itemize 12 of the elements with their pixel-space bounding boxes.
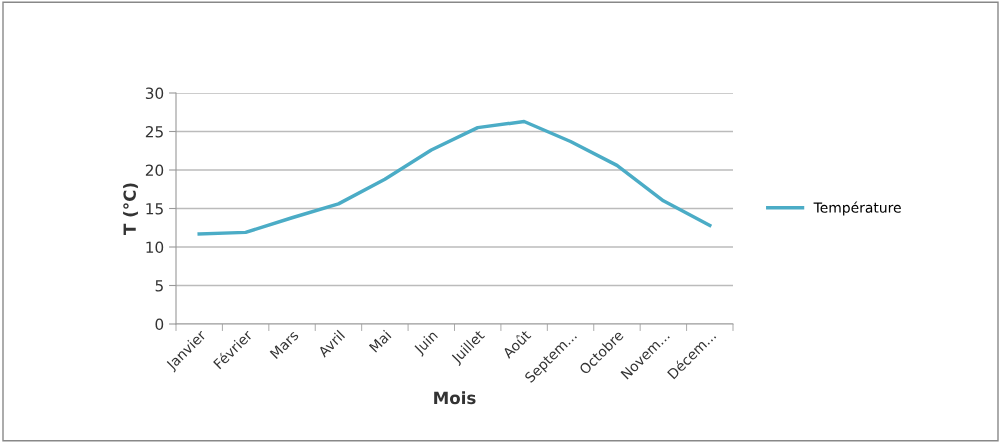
y-tick-label: 30 (145, 87, 164, 100)
y-tick-label: 5 (155, 280, 163, 292)
x-axis-title: Mois (434, 391, 476, 405)
y-tick-label: 0 (155, 318, 164, 331)
y-tick-label: 10 (146, 241, 164, 254)
line-series (197, 119, 712, 236)
y-tick-label: 25 (145, 125, 163, 138)
y-tick-label: 20 (145, 164, 164, 177)
legend-label: Température (813, 201, 901, 216)
x-tick-label: Mai (368, 329, 392, 353)
y-axis-title: T (°C) (123, 183, 138, 235)
y-tick-label: 15 (146, 203, 163, 215)
